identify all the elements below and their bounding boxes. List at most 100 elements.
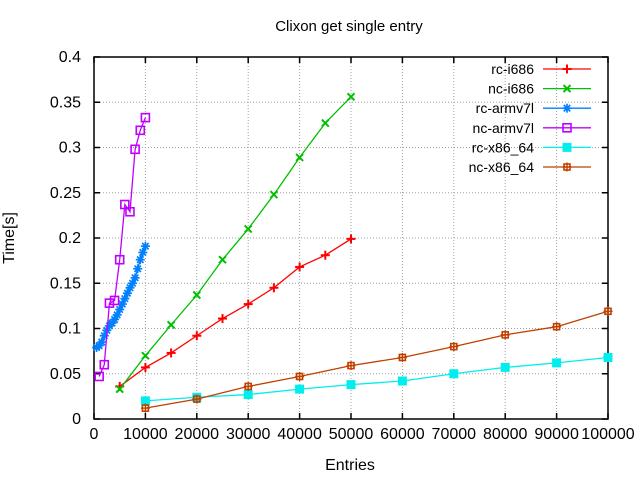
- y-axis-label: Time[s]: [1, 212, 18, 264]
- y-tick-label: 0: [72, 411, 81, 428]
- data-point-marker: [562, 84, 572, 93]
- y-tick-labels: 0 0.05 0.1 0.15 0.2 0.25 0.3 0.35 0.4: [50, 49, 81, 428]
- data-point-marker: [94, 371, 104, 382]
- data-point-marker: [346, 380, 356, 390]
- legend-label: nc-armv7l: [473, 120, 534, 136]
- data-point-marker: [346, 361, 356, 371]
- data-point-marker: [135, 255, 145, 265]
- x-tick-label: 40000: [277, 426, 322, 443]
- plot-area: 0 10000 20000 30000 40000 50000 60000 70000 8000…: [50, 49, 635, 443]
- data-point-marker: [135, 125, 146, 136]
- y-tick-label: 0.25: [50, 185, 81, 202]
- data-point-marker: [603, 306, 613, 316]
- x-axis-label: Entries: [325, 457, 375, 474]
- legend-item-rc-armv7l: rc-armv7l: [476, 100, 591, 116]
- data-point-marker: [295, 384, 305, 394]
- data-point-marker: [346, 234, 356, 244]
- data-point-marker: [243, 224, 253, 234]
- series-line-rc-i686: [119, 238, 352, 387]
- series-nc-armv7l: [94, 112, 151, 382]
- y-tick-label: 0.1: [59, 321, 81, 338]
- data-point-marker: [109, 295, 120, 306]
- data-point-marker: [562, 64, 572, 74]
- legend: rc-i686 nc-i686 rc-armv7l nc-armv7l rc-x86_6…: [469, 61, 591, 175]
- data-point-marker: [140, 403, 150, 413]
- series-rc-x86_64: [140, 352, 613, 406]
- data-point-marker: [140, 112, 151, 123]
- series-rc-i686: [115, 234, 356, 391]
- series-nc-x86_64: [140, 306, 613, 413]
- data-point-marker: [243, 381, 253, 391]
- data-point-marker: [192, 394, 202, 404]
- data-point-marker: [133, 264, 143, 274]
- legend-item-rc-i686: rc-i686: [491, 61, 591, 77]
- x-tick-label: 60000: [380, 426, 425, 443]
- tick-marks: [93, 56, 609, 420]
- data-point-marker: [552, 358, 562, 368]
- data-point-marker: [295, 153, 304, 162]
- y-tick-label: 0.2: [59, 230, 81, 247]
- data-point-marker: [99, 359, 110, 370]
- data-point-marker: [603, 352, 613, 362]
- chart-title: Clixon get single entry: [275, 18, 423, 35]
- legend-label: rc-x86_64: [472, 139, 534, 155]
- legend-item-nc-x86_64: nc-x86_64: [469, 159, 591, 175]
- data-point-marker: [269, 190, 279, 199]
- data-point-marker: [192, 290, 202, 300]
- data-point-marker: [166, 320, 176, 330]
- legend-item-rc-x86_64: rc-x86_64: [472, 139, 591, 155]
- data-point-marker: [295, 371, 305, 381]
- series-nc-i686: [115, 92, 356, 394]
- data-point-marker: [562, 162, 572, 172]
- data-point-marker: [562, 103, 572, 113]
- data-point-marker: [397, 376, 407, 386]
- y-tick-label: 0.05: [50, 366, 81, 383]
- data-point-marker: [449, 342, 459, 352]
- data-point-marker: [166, 348, 176, 358]
- x-tick-label: 30000: [226, 426, 271, 443]
- data-point-marker: [397, 352, 407, 362]
- data-point-marker: [114, 254, 125, 265]
- data-point-marker: [120, 199, 130, 210]
- legend-label: rc-i686: [491, 61, 534, 77]
- data-point-marker: [130, 273, 140, 283]
- data-point-marker: [562, 142, 572, 152]
- data-point-marker: [295, 262, 305, 272]
- legend-label: rc-armv7l: [476, 100, 534, 116]
- data-point-marker: [125, 206, 135, 217]
- x-tick-label: 100000: [581, 426, 634, 443]
- y-tick-label: 0.3: [59, 140, 81, 157]
- series-line-rc-x86_64: [145, 356, 609, 402]
- data-point-marker: [218, 314, 227, 324]
- data-point-marker: [140, 396, 150, 406]
- legend-item-nc-armv7l: nc-armv7l: [473, 120, 591, 136]
- x-tick-labels: 0 10000 20000 30000 40000 50000 60000 70000 8000…: [90, 426, 635, 443]
- x-tick-label: 20000: [175, 426, 220, 443]
- data-point-marker: [115, 384, 124, 394]
- data-point-marker: [192, 331, 202, 341]
- series-line-nc-i686: [119, 96, 352, 390]
- data-point-marker: [320, 250, 330, 260]
- legend-label: nc-x86_64: [469, 159, 535, 175]
- data-point-marker: [104, 298, 115, 308]
- x-tick-label: 70000: [432, 426, 477, 443]
- data-point-marker: [346, 92, 356, 102]
- x-tick-label: 90000: [534, 426, 579, 443]
- y-tick-label: 0.35: [50, 94, 81, 111]
- data-point-marker: [140, 362, 150, 372]
- data-point-marker: [218, 255, 227, 264]
- data-point-marker: [269, 283, 279, 293]
- data-point-marker: [130, 144, 140, 155]
- series-line-nc-x86_64: [145, 310, 609, 409]
- y-tick-label: 0.4: [59, 49, 81, 66]
- data-point-marker: [500, 330, 510, 340]
- legend-label: nc-i686: [488, 81, 534, 97]
- data-point-marker: [141, 351, 150, 360]
- data-point-marker: [552, 322, 562, 332]
- x-tick-label: 80000: [483, 426, 528, 443]
- data-point-marker: [243, 299, 253, 309]
- data-point-marker: [500, 362, 510, 372]
- x-tick-label: 50000: [329, 426, 374, 443]
